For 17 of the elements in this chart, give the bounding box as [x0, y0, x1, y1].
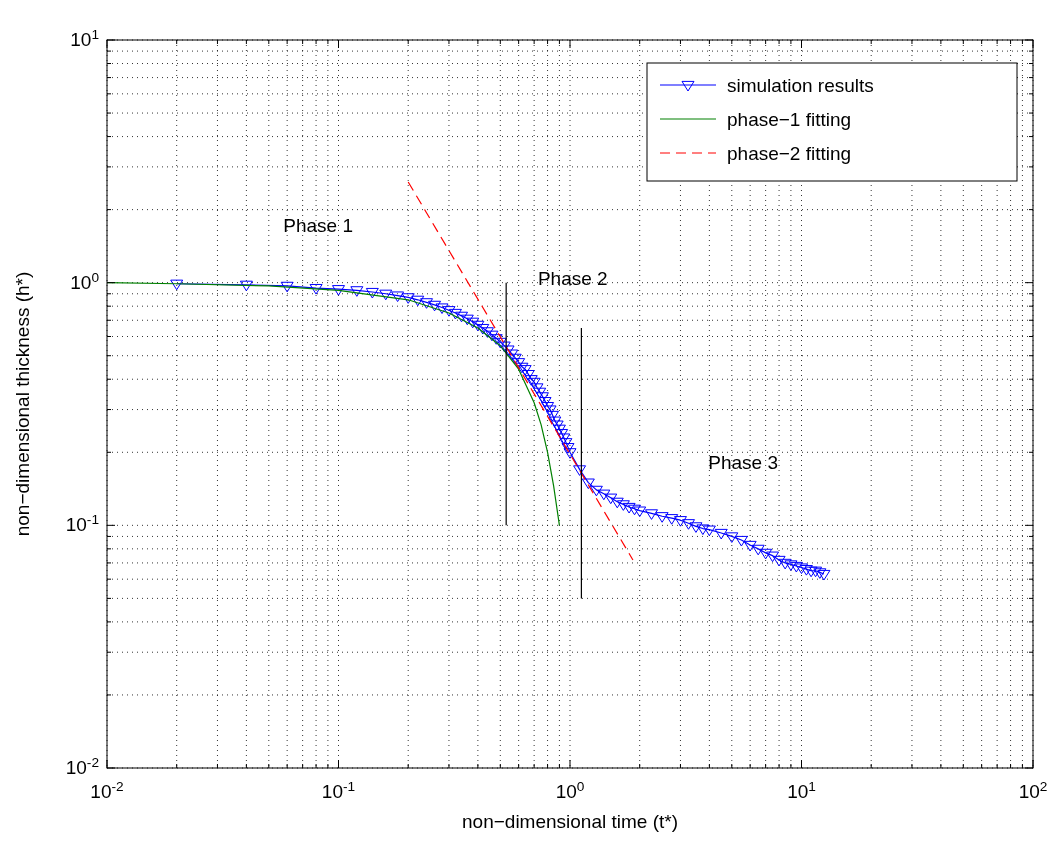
x-tick-label: 10$^{-2}$ — [90, 778, 124, 802]
x-tick-label: 10$^{0}$ — [555, 778, 585, 802]
x-tick-label: 10$^{1}$ — [787, 778, 816, 802]
legend-label: phase−1 fitting — [727, 109, 852, 130]
y-tick-label: 10$^{-2}$ — [65, 754, 99, 778]
annotation: Phase 1 — [283, 214, 353, 236]
annotation: Phase 3 — [708, 451, 779, 473]
legend-label: simulation results — [727, 75, 874, 96]
x-tick-label: 10$^{-1}$ — [321, 778, 356, 802]
x-tick-label: 10$^{2}$ — [1018, 778, 1048, 802]
y-axis-title: non−dimensional thickness (h*) — [12, 271, 33, 537]
y-tick-label: 10$^{-1}$ — [65, 511, 99, 536]
legend-label: phase−2 fitting — [727, 143, 852, 164]
y-tick-label: 10$^{0}$ — [70, 269, 100, 293]
x-axis-title: non−dimensional time (t*) — [462, 811, 678, 832]
y-tick-label: 10$^{1}$ — [70, 26, 99, 50]
annotation: Phase 2 — [537, 267, 608, 289]
